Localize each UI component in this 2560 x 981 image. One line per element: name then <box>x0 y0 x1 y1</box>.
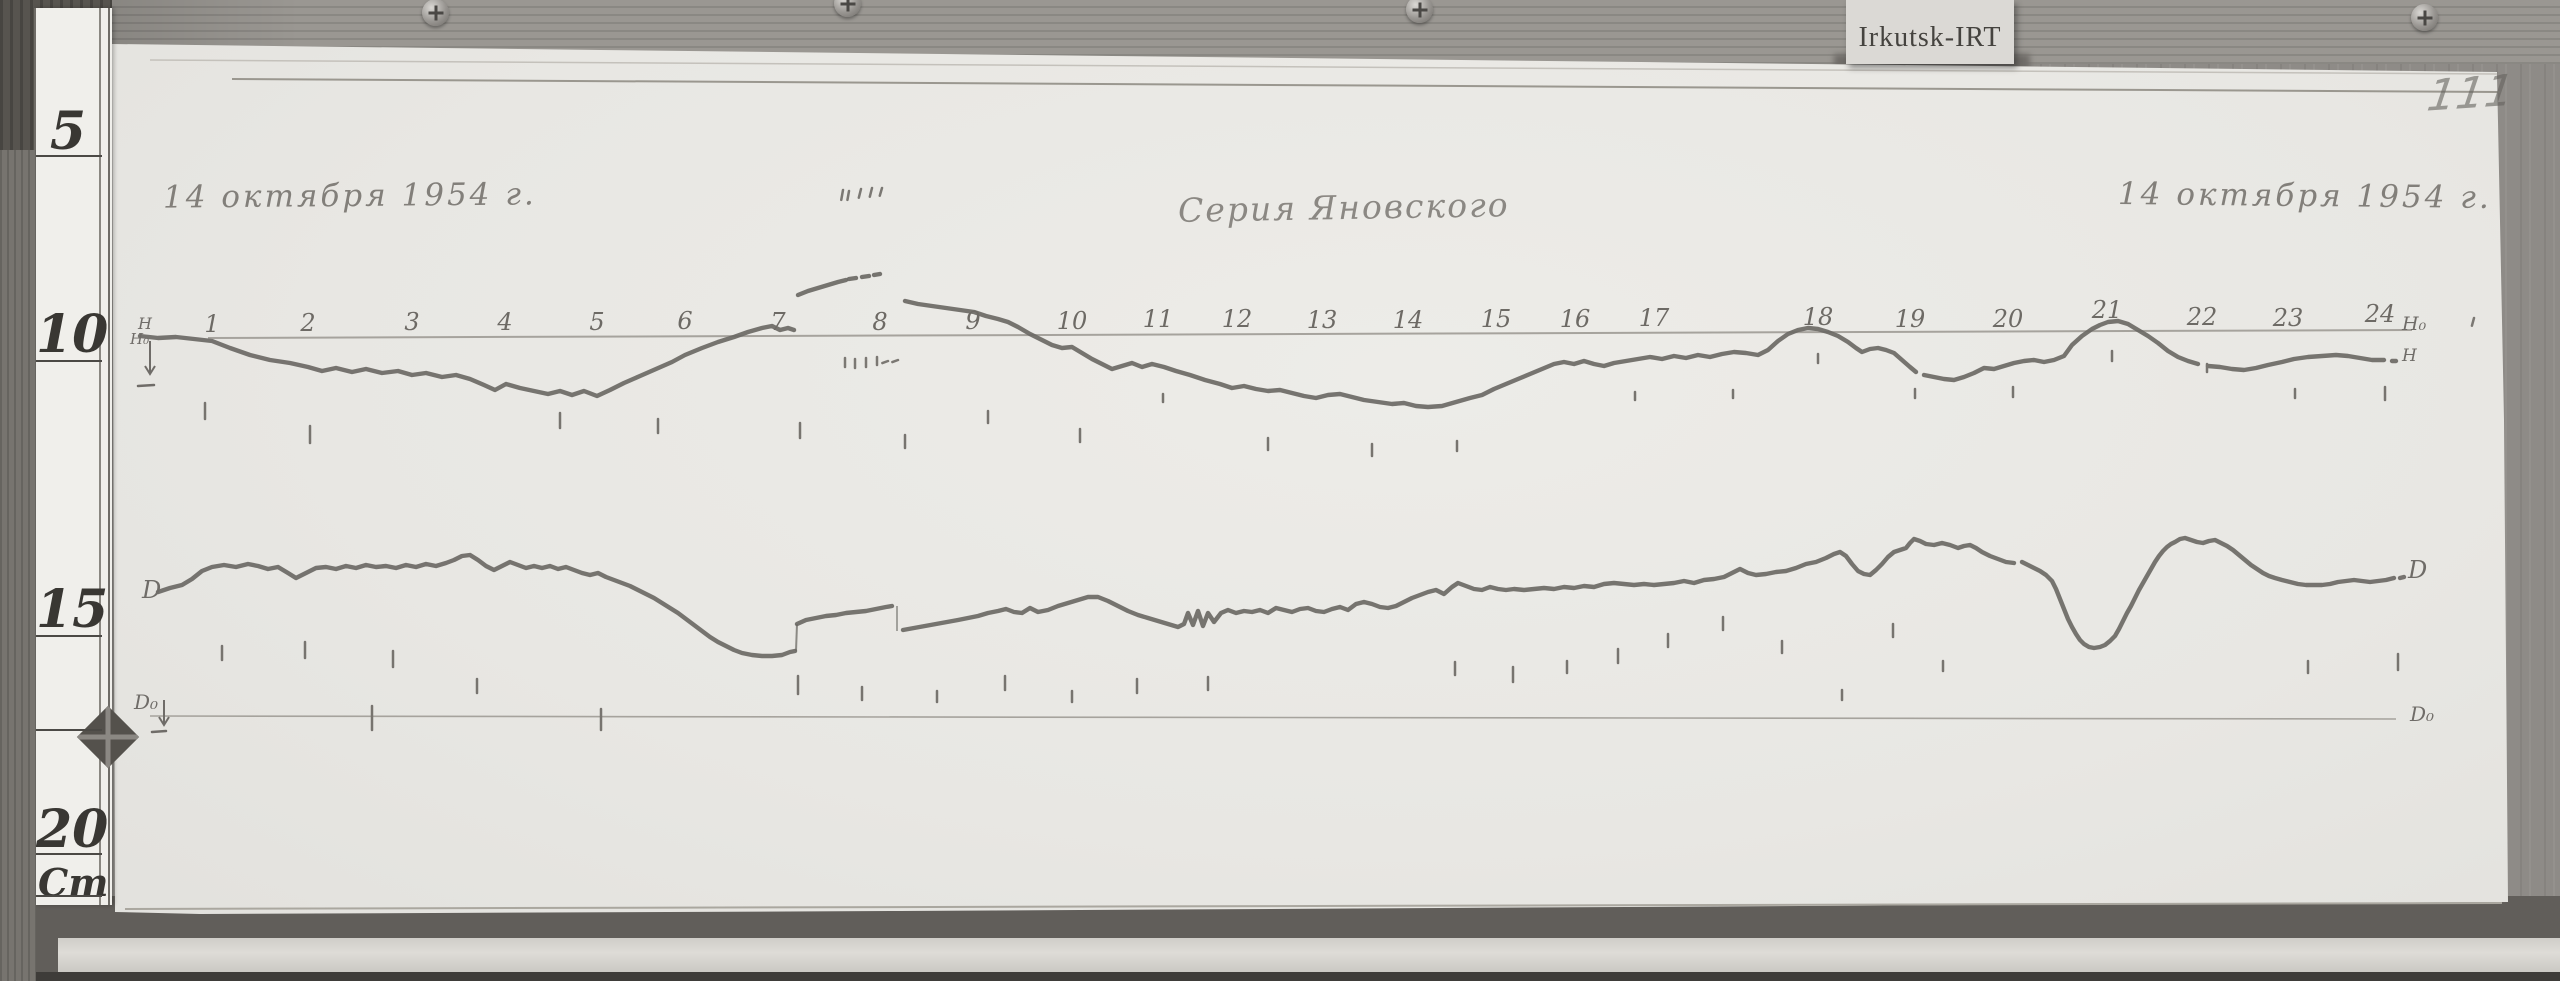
station-card-text: Irkutsk-IRT <box>1858 22 2002 53</box>
series-title: Серия Яновского <box>1177 185 1510 230</box>
ruler-segment-line <box>36 635 102 637</box>
screw-slot <box>434 5 437 20</box>
date-annotation-right: 14 октября 1954 г. <box>2117 176 2492 216</box>
h-trace-label-left: H <box>138 314 152 333</box>
ruler-mark-10: 10 <box>36 304 109 365</box>
d-trace-label-right: D <box>2408 556 2428 584</box>
ruler-segment-line <box>36 360 102 362</box>
d-baseline-label-left: D₀ <box>134 690 159 714</box>
ruler-mark-5: 5 <box>49 101 87 162</box>
photo-ruler: Cm 5 10 15 20 <box>34 8 140 905</box>
bottom-shelf-strip <box>58 938 2560 974</box>
h-trace-label-right: H <box>2402 346 2417 366</box>
left-wood-strip <box>0 150 36 981</box>
screw-slot <box>1418 2 1421 17</box>
ruler-mark-20: 20 <box>36 799 109 860</box>
ruler-segment-line <box>36 853 102 855</box>
screw-icon <box>2411 4 2438 31</box>
ruler-outer-edge <box>108 8 110 905</box>
d-baseline-label-right: D₀ <box>2410 702 2435 726</box>
h-baseline-label-left: H₀ <box>130 330 150 348</box>
screw-icon <box>834 0 861 17</box>
ruler-segment-line <box>36 155 102 157</box>
ruler-inner-edge <box>99 8 101 905</box>
screw-icon <box>422 0 449 26</box>
station-label-card: Irkutsk-IRT <box>1846 0 2014 64</box>
screw-slot <box>846 0 849 11</box>
ruler-segment-line <box>36 729 102 731</box>
h-baseline-label-right: H₀ <box>2402 313 2427 335</box>
ruler-unit-label: Cm <box>38 860 109 905</box>
d-trace-label-left: D <box>142 576 162 604</box>
date-annotation-left: 14 октября 1954 г. <box>162 176 537 216</box>
screw-slot <box>2423 10 2426 25</box>
screw-icon <box>1406 0 1433 23</box>
bottom-edge-shadow <box>0 972 2560 981</box>
ruler-mark-15: 15 <box>36 579 109 640</box>
ruler-segment-line <box>36 895 102 897</box>
